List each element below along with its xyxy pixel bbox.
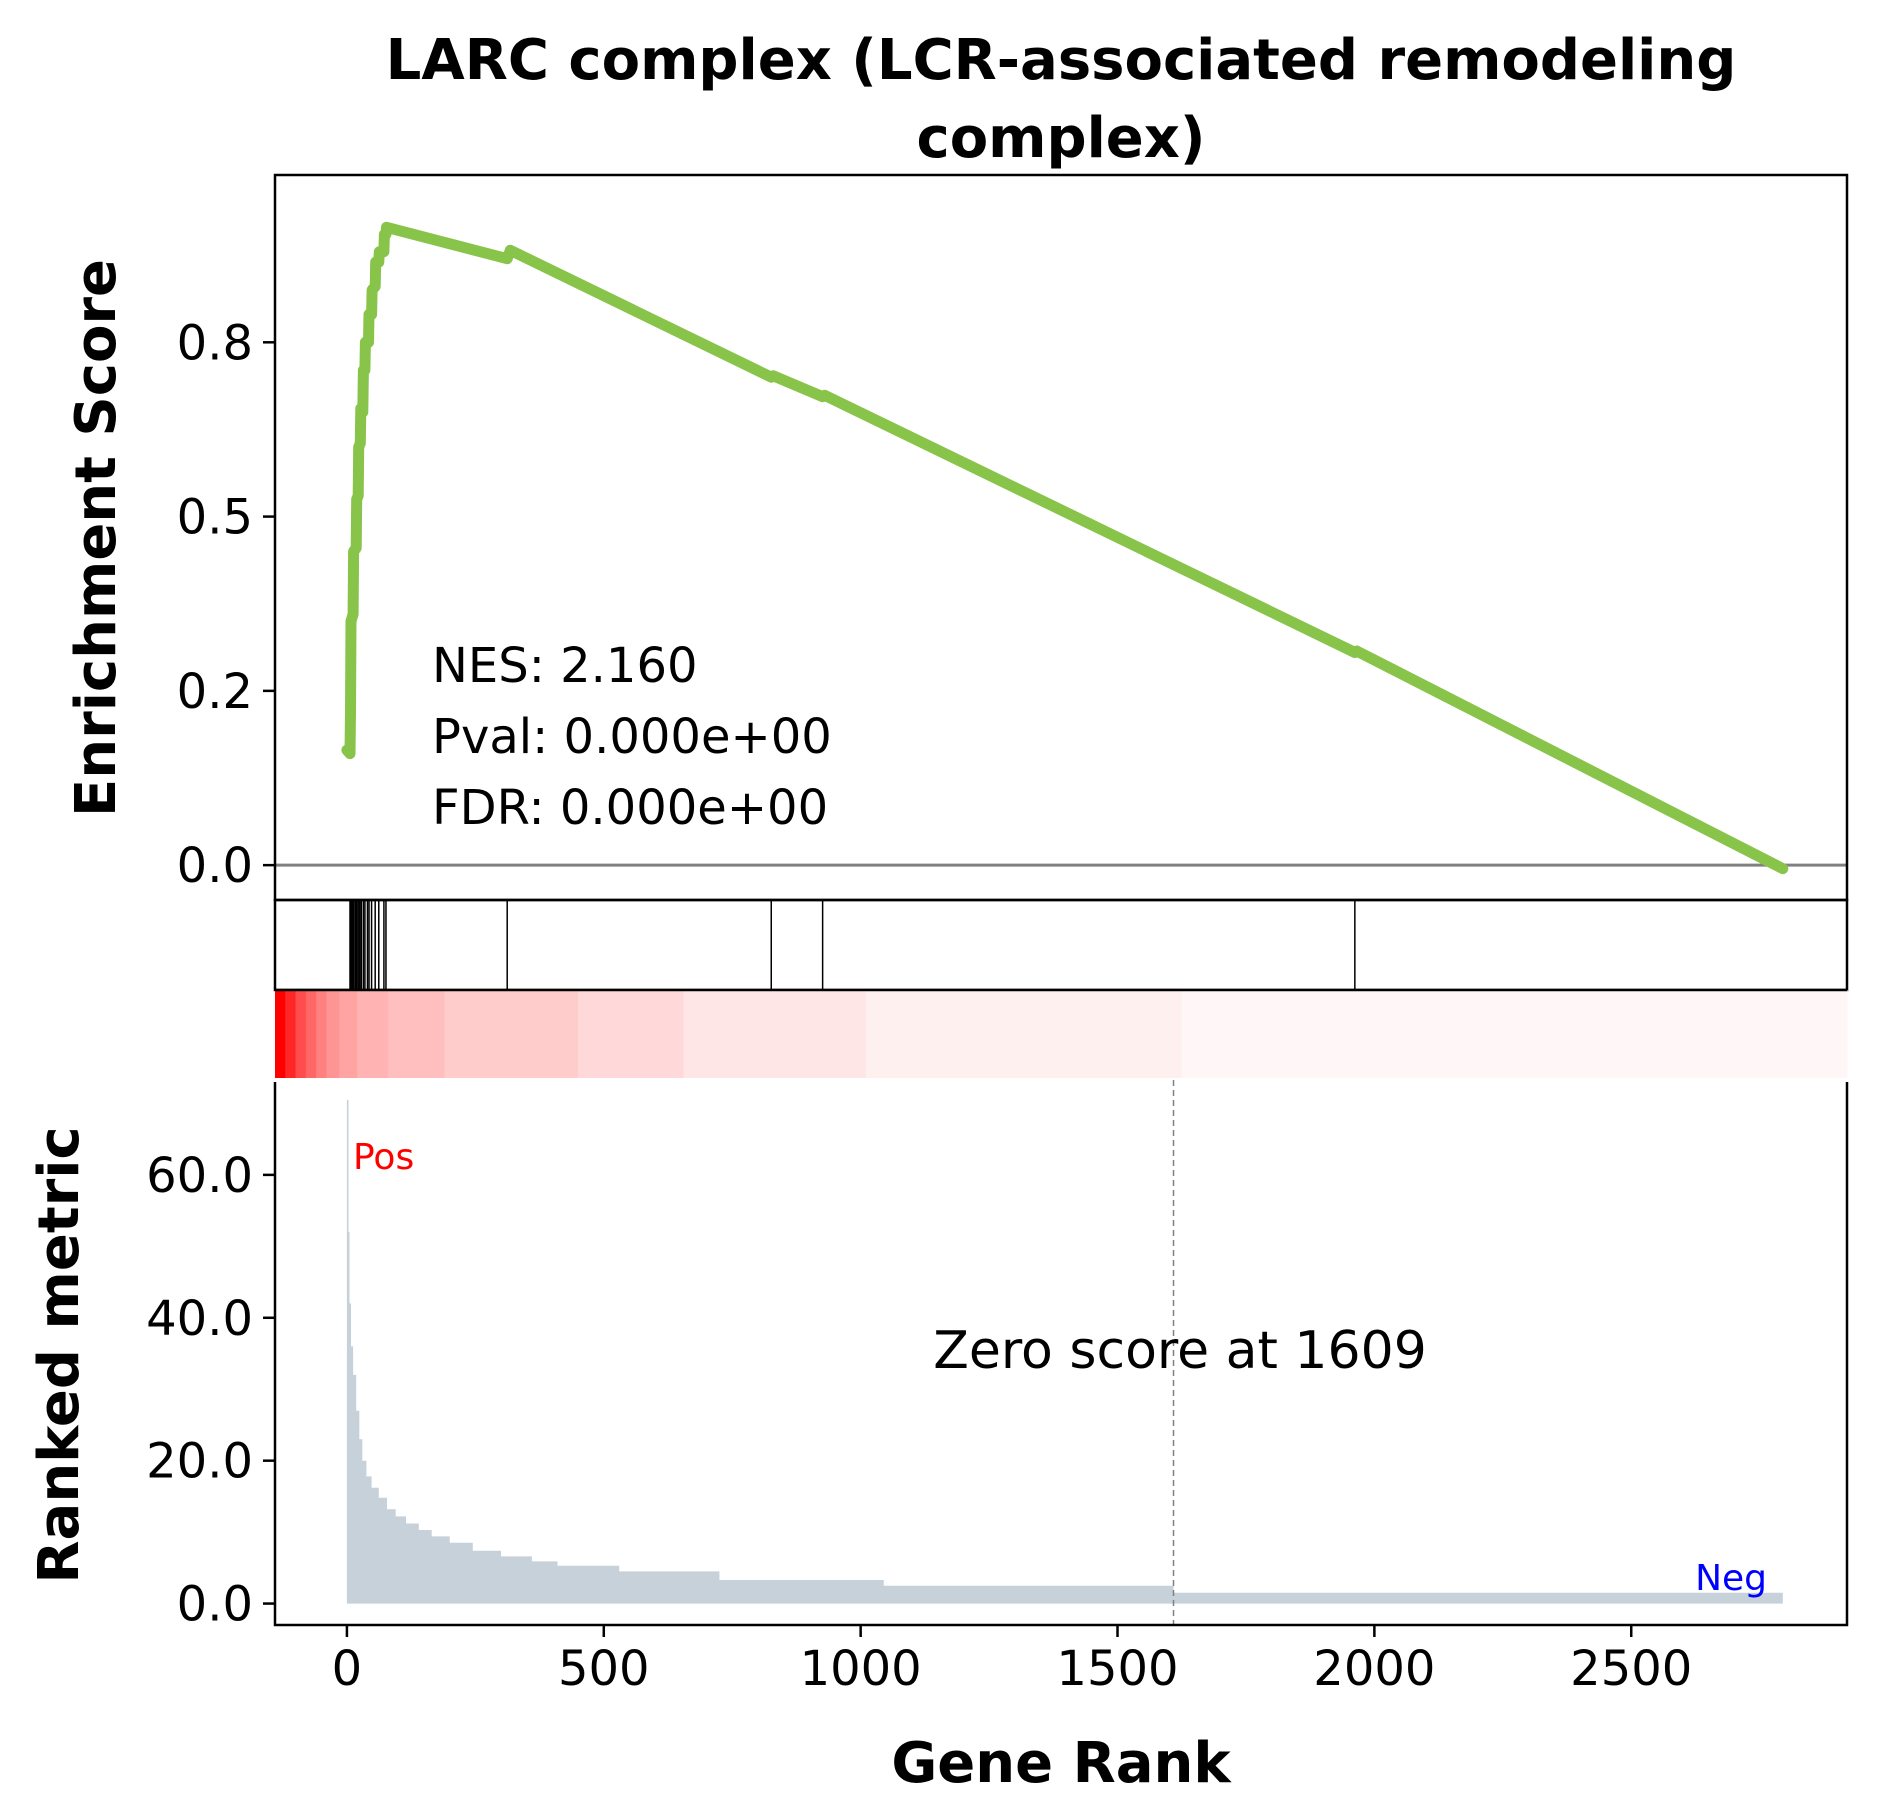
neg-label: Neg [1695, 1558, 1767, 1599]
pval-stat: Pval: 0.000e+00 [432, 709, 832, 765]
heatmap-segment [305, 990, 317, 1078]
rank-heatmap [275, 988, 1848, 1078]
x-tick-label: 1500 [1056, 1641, 1178, 1697]
ranked-metric-frame [273, 1082, 1849, 1627]
rm-y-tick-label: 40.0 [146, 1291, 253, 1347]
heatmap-segments [275, 990, 1848, 1078]
x-tick-label: 500 [558, 1641, 650, 1697]
enrichment-score-line [341, 221, 1789, 875]
hits-frame [273, 898, 1849, 992]
x-tick-label: 2000 [1313, 1641, 1435, 1697]
x-tick-label: 2500 [1570, 1641, 1692, 1697]
ranked-metric-panel: Zero score at 1609 Pos Neg 0.0 20.0 40.0 60… [27, 1080, 1849, 1796]
chart-title-line-1: LARC complex (LCR-associated remodeling [386, 28, 1737, 93]
heatmap-segment [388, 990, 446, 1078]
enrichment-y-label: Enrichment Score [64, 259, 129, 817]
heatmap-segment [578, 990, 684, 1078]
fdr-stat: FDR: 0.000e+00 [432, 780, 828, 836]
rm-y-tick-label: 0.0 [177, 1577, 253, 1633]
heatmap-segment [683, 990, 867, 1078]
heatmap-segment [295, 990, 307, 1078]
heatmap-segment [316, 990, 327, 1078]
x-axis-label: Gene Rank [891, 1731, 1232, 1796]
x-axis-ticks: 0 500 1000 1500 2000 2500 [332, 1625, 1692, 1697]
ranked-metric-area [346, 1099, 1783, 1604]
zero-score-label: Zero score at 1609 [933, 1321, 1427, 1381]
rm-y-tick-label: 60.0 [146, 1148, 253, 1204]
es-y-tick-label: 0.8 [177, 315, 253, 371]
es-y-tick-label: 0.5 [177, 490, 253, 546]
heatmap-segment [285, 990, 297, 1078]
es-y-tick-label: 0.2 [177, 664, 253, 720]
x-tick-label: 1000 [800, 1641, 922, 1697]
ranked-metric-y-ticks: 0.0 20.0 40.0 60.0 [146, 1148, 275, 1633]
heatmap-segment [326, 990, 340, 1078]
hits-panel [273, 898, 1849, 992]
chart-title-line-2: complex) [917, 106, 1206, 171]
nes-stat: NES: 2.160 [432, 638, 698, 694]
heatmap-segment [275, 990, 286, 1078]
heatmap-segment [865, 990, 1183, 1078]
es-y-tick-label: 0.0 [177, 838, 253, 894]
rm-y-tick-label: 20.0 [146, 1434, 253, 1490]
pos-label: Pos [353, 1137, 414, 1178]
heatmap-segment [1181, 990, 1848, 1078]
heatmap-segment [339, 990, 358, 1078]
enrichment-panel: 0.00.20.50.8 NES: 2.160 Pval: 0.000e+00 … [64, 173, 1849, 902]
hit-lines [349, 900, 1356, 990]
x-tick-label: 0 [332, 1641, 363, 1697]
heatmap-segment [357, 990, 389, 1078]
ranked-metric-y-label: Ranked metric [27, 1126, 92, 1583]
heatmap-segment [444, 990, 579, 1078]
enrichment-y-ticks: 0.0 0.2 0.5 0.8 [177, 315, 275, 894]
